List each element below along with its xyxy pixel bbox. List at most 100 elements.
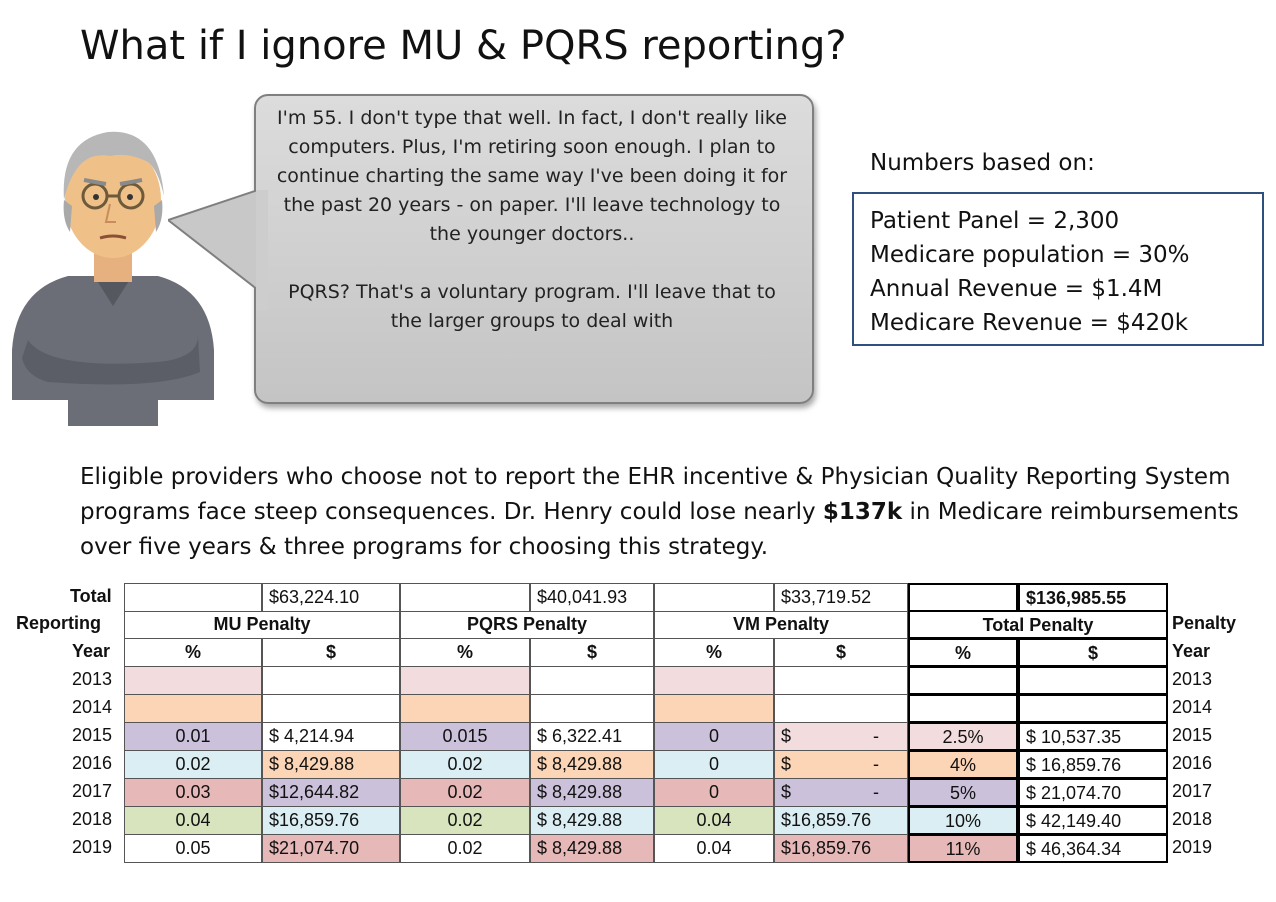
numbers-line: Medicare Revenue = $420k [870,310,1189,336]
table-cell: $ 10,537.35 [1018,722,1168,751]
doctor-illustration [12,131,214,426]
table-cell [908,694,1018,723]
table-cell: $ 4,214.94 [262,722,400,751]
sub-header: $ [1018,638,1168,667]
year-label: 2014 [72,697,113,717]
table-cell: 5% [908,778,1018,807]
penalty-year-label: 2016 [1172,753,1213,773]
table-cell [530,666,654,695]
table-cell [262,694,400,723]
table-cell: $ 8,429.88 [262,750,400,779]
dash-value: - [873,726,879,746]
numbers-label: Numbers based on: [870,150,1095,176]
summary-text-end: in Medicare reimbursements over five yea… [80,499,1239,560]
year-label: 2013 [72,669,113,689]
speech-text: I'm 55. I don't type that well. In fact,… [270,104,794,336]
total-cell [400,583,530,612]
table-cell: 0 [654,722,774,751]
year-label: 2016 [72,753,113,773]
page-title: What if I ignore MU & PQRS reporting? [80,23,847,69]
table-cell: $ 8,429.88 [530,834,654,863]
table-cell [1018,666,1168,695]
table-cell: $16,859.76 [262,806,400,835]
table-cell: 0 [654,778,774,807]
table-cell: $16,859.76 [774,806,908,835]
penalty-year-label: 2013 [1172,669,1213,689]
table-cell: 0 [654,750,774,779]
table-cell: 0.02 [400,834,530,863]
sub-header: $ [774,638,908,667]
total-cell: $63,224.10 [262,583,400,612]
speech-paragraph-1: I'm 55. I don't type that well. In fact,… [276,107,788,245]
table-cell: $16,859.76 [774,834,908,863]
summary-text: Eligible providers who choose not to rep… [80,464,1231,525]
table-cell [774,694,908,723]
table-cell [774,666,908,695]
summary-paragraph: Eligible providers who choose not to rep… [80,460,1260,565]
penalty-year-label: 2015 [1172,725,1213,745]
table-cell: $ 46,364.34 [1018,834,1168,863]
total-cell [908,583,1018,612]
table-cell: $ - [774,722,908,751]
sub-header: % [124,638,262,667]
year-label: 2015 [72,725,113,745]
table-cell: $ 8,429.88 [530,750,654,779]
total-cell: $136,985.55 [1018,583,1168,612]
speech-bubble-tail [168,190,268,310]
table-cell: $12,644.82 [262,778,400,807]
reporting-year-header: Reporting [16,613,101,633]
table-cell: 0.02 [400,778,530,807]
table-cell: 4% [908,750,1018,779]
total-label: Total [70,586,112,606]
year-label: 2018 [72,809,113,829]
table-cell: 0.015 [400,722,530,751]
speech-paragraph-2: PQRS? That's a voluntary program. I'll l… [288,281,776,332]
table-cell [124,694,262,723]
table-cell: 10% [908,806,1018,835]
table-cell: $ 6,322.41 [530,722,654,751]
dash-value: - [873,782,879,802]
table-cell: 0.02 [400,750,530,779]
group-header: PQRS Penalty [400,610,654,639]
group-header: VM Penalty [654,610,908,639]
table-cell: 0.01 [124,722,262,751]
penalty-year-header: Year [1172,641,1211,661]
sub-header: $ [262,638,400,667]
total-cell: $40,041.93 [530,583,654,612]
table-cell: $ 16,859.76 [1018,750,1168,779]
table-cell: 0.04 [124,806,262,835]
numbers-line: Annual Revenue = $1.4M [870,276,1163,302]
table-cell: 0.03 [124,778,262,807]
table-cell [400,666,530,695]
table-cell [530,694,654,723]
table-cell: 11% [908,834,1018,863]
table-cell: 0.05 [124,834,262,863]
year-label: 2019 [72,837,113,857]
sub-header: % [908,638,1018,667]
speech-bubble [254,94,814,404]
total-cell [654,583,774,612]
table-cell: 2.5% [908,722,1018,751]
penalty-year-label: 2014 [1172,697,1213,717]
summary-highlight: $137k [822,499,903,525]
table-cell [262,666,400,695]
table-cell: 0.02 [400,806,530,835]
table-cell [400,694,530,723]
table-cell [124,666,262,695]
total-cell: $33,719.52 [774,583,908,612]
penalty-year-label: 2017 [1172,781,1213,801]
table-cell: $21,074.70 [262,834,400,863]
year-label: 2017 [72,781,113,801]
table-cell [1018,694,1168,723]
table-cell: $ 42,149.40 [1018,806,1168,835]
sub-header: % [400,638,530,667]
penalty-year-header: Penalty [1172,613,1237,633]
sub-header: $ [530,638,654,667]
total-cell [124,583,262,612]
penalty-year-label: 2018 [1172,809,1213,829]
table-cell [908,666,1018,695]
sub-header: % [654,638,774,667]
table-cell: 0.04 [654,806,774,835]
numbers-line: Patient Panel = 2,300 [870,208,1120,234]
penalty-year-label: 2019 [1172,837,1213,857]
